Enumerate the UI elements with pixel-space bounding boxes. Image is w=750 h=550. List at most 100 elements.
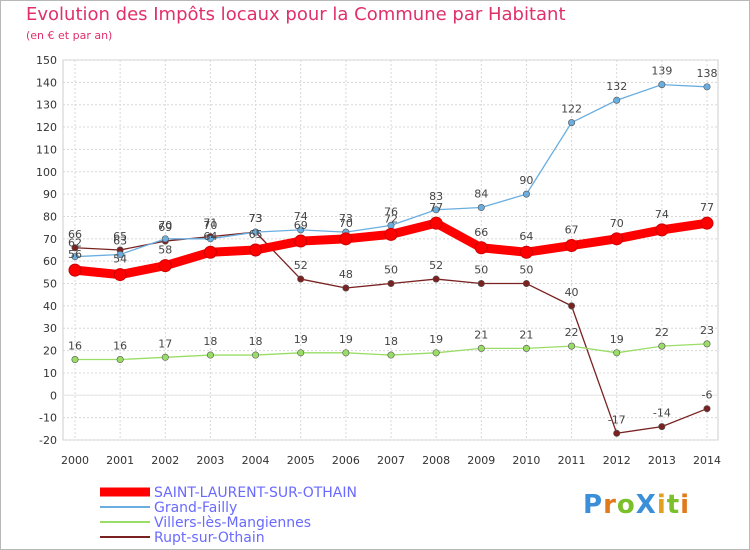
data-label: 122 bbox=[561, 103, 582, 116]
data-label: 70 bbox=[339, 217, 353, 230]
data-label: 58 bbox=[158, 244, 172, 257]
data-label: 77 bbox=[700, 201, 714, 214]
data-point bbox=[613, 96, 621, 104]
y-tick-label: 50 bbox=[43, 278, 57, 291]
data-label: 19 bbox=[610, 333, 624, 346]
data-point bbox=[477, 204, 485, 212]
data-point bbox=[113, 268, 127, 282]
data-label: 70 bbox=[158, 219, 172, 232]
proxiti-logo: ProXiti bbox=[583, 490, 691, 520]
data-label: 18 bbox=[249, 335, 263, 348]
data-point bbox=[477, 280, 485, 288]
data-label: 54 bbox=[113, 253, 127, 266]
data-label: 21 bbox=[519, 328, 533, 341]
data-label: 56 bbox=[68, 248, 82, 261]
data-point bbox=[71, 244, 79, 252]
data-label: 139 bbox=[651, 65, 672, 78]
data-label: 22 bbox=[655, 326, 669, 339]
x-tick-label: 2004 bbox=[242, 454, 270, 467]
data-point bbox=[432, 349, 440, 357]
data-point bbox=[432, 275, 440, 283]
x-tick-label: 2001 bbox=[106, 454, 134, 467]
data-label: 132 bbox=[606, 80, 627, 93]
y-tick-label: 70 bbox=[43, 233, 57, 246]
data-label: 16 bbox=[113, 340, 127, 353]
x-tick-label: 2012 bbox=[603, 454, 631, 467]
x-tick-label: 2008 bbox=[422, 454, 450, 467]
y-tick-label: -20 bbox=[39, 434, 57, 447]
x-tick-label: 2011 bbox=[558, 454, 586, 467]
data-point bbox=[158, 259, 172, 273]
data-label: 70 bbox=[610, 217, 624, 230]
y-tick-label: 90 bbox=[43, 188, 57, 201]
data-point bbox=[610, 232, 624, 246]
data-point bbox=[116, 356, 124, 364]
data-point bbox=[613, 429, 621, 437]
data-label: -6 bbox=[702, 389, 713, 402]
data-label: 84 bbox=[474, 188, 488, 201]
y-tick-label: 110 bbox=[36, 143, 57, 156]
data-label: 65 bbox=[113, 230, 127, 243]
data-point bbox=[703, 405, 711, 413]
data-point bbox=[297, 349, 305, 357]
data-label: 66 bbox=[474, 226, 488, 239]
data-point bbox=[252, 228, 260, 236]
y-tick-label: 60 bbox=[43, 255, 57, 268]
y-tick-label: -10 bbox=[39, 412, 57, 425]
data-label: 23 bbox=[700, 324, 714, 337]
data-point bbox=[68, 263, 82, 277]
data-point bbox=[387, 351, 395, 359]
data-point bbox=[568, 342, 576, 350]
data-label: 52 bbox=[429, 259, 443, 272]
legend-label: SAINT-LAURENT-SUR-OTHAIN bbox=[154, 485, 357, 501]
data-point bbox=[71, 253, 79, 261]
legend-label: Rupt-sur-Othain bbox=[154, 530, 265, 546]
data-label: 67 bbox=[565, 224, 579, 237]
data-label: 64 bbox=[519, 230, 533, 243]
data-point bbox=[568, 119, 576, 127]
y-tick-label: 0 bbox=[50, 389, 57, 402]
data-point bbox=[613, 349, 621, 357]
data-point bbox=[384, 227, 398, 241]
data-point bbox=[339, 232, 353, 246]
data-point bbox=[658, 342, 666, 350]
data-label: 40 bbox=[565, 286, 579, 299]
data-label: 16 bbox=[68, 340, 82, 353]
data-label: 18 bbox=[203, 335, 217, 348]
y-tick-label: 150 bbox=[36, 54, 57, 67]
data-label: 83 bbox=[429, 190, 443, 203]
x-tick-label: 2010 bbox=[512, 454, 540, 467]
data-label: 17 bbox=[158, 337, 172, 350]
data-point bbox=[519, 245, 533, 259]
x-tick-label: 2009 bbox=[467, 454, 495, 467]
data-point bbox=[342, 349, 350, 357]
data-label: 62 bbox=[68, 237, 82, 250]
data-label: 73 bbox=[249, 212, 263, 225]
data-point bbox=[161, 235, 169, 243]
x-tick-label: 2007 bbox=[377, 454, 405, 467]
y-tick-label: 80 bbox=[43, 210, 57, 223]
data-label: 77 bbox=[429, 201, 443, 214]
data-point bbox=[297, 275, 305, 283]
data-label: 90 bbox=[519, 174, 533, 187]
data-point bbox=[297, 226, 305, 234]
data-label: 74 bbox=[655, 208, 669, 221]
data-label: 50 bbox=[384, 264, 398, 277]
x-tick-label: 2013 bbox=[648, 454, 676, 467]
legend-label: Villers-lès-Mangiennes bbox=[154, 515, 311, 531]
data-point bbox=[658, 81, 666, 89]
x-tick-label: 2014 bbox=[693, 454, 721, 467]
data-label: 52 bbox=[294, 259, 308, 272]
data-point bbox=[477, 344, 485, 352]
data-label: 73 bbox=[339, 212, 353, 225]
data-point bbox=[655, 223, 669, 237]
data-point bbox=[432, 206, 440, 214]
legend-label: Grand-Failly bbox=[154, 500, 237, 516]
data-point bbox=[387, 280, 395, 288]
data-point bbox=[294, 234, 308, 248]
data-point bbox=[252, 351, 260, 359]
data-point bbox=[700, 216, 714, 230]
data-point bbox=[658, 423, 666, 431]
y-tick-label: 120 bbox=[36, 121, 57, 134]
